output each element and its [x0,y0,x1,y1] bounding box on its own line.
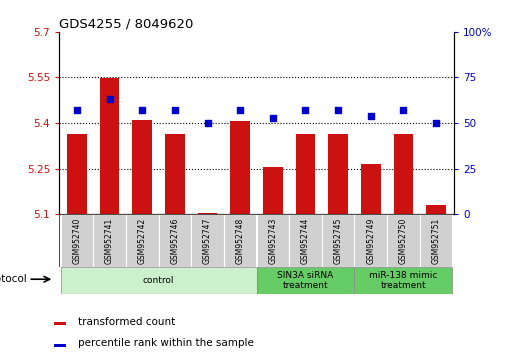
Bar [93,214,126,267]
Point [334,107,342,113]
Bar [361,164,381,214]
Bar [198,213,218,214]
Bar [295,134,315,214]
Text: GSM952749: GSM952749 [366,217,375,264]
Bar [159,214,191,267]
Text: GSM952740: GSM952740 [72,217,82,264]
Text: GSM952743: GSM952743 [268,217,278,264]
Bar [328,134,348,214]
Text: percentile rank within the sample: percentile rank within the sample [78,338,254,348]
Bar [61,214,93,267]
Bar [230,121,250,214]
Bar [354,214,387,267]
Point [301,107,309,113]
Bar [393,134,413,214]
Bar [54,344,66,347]
Point [73,107,81,113]
Text: GSM952741: GSM952741 [105,218,114,264]
Text: GSM952751: GSM952751 [431,218,441,264]
Bar [387,214,420,267]
Point [269,115,277,120]
Text: GSM952746: GSM952746 [170,217,180,264]
Bar [67,134,87,214]
Bar [322,214,354,267]
Bar [54,322,66,325]
Point [204,120,212,126]
Text: GSM952748: GSM952748 [235,218,245,264]
Point [432,120,440,126]
Text: GSM952745: GSM952745 [333,217,343,264]
Bar [126,214,159,267]
Text: GSM952750: GSM952750 [399,217,408,264]
Bar [426,205,446,214]
Bar [256,214,289,267]
Point [106,97,114,102]
Point [236,107,244,113]
Text: GSM952747: GSM952747 [203,217,212,264]
Bar [191,214,224,267]
Text: GSM952742: GSM952742 [138,218,147,264]
Point [138,107,146,113]
Bar [289,214,322,267]
Bar [165,134,185,214]
Text: GSM952744: GSM952744 [301,217,310,264]
Text: protocol: protocol [0,274,27,284]
Text: SIN3A siRNA
treatment: SIN3A siRNA treatment [278,271,333,290]
Bar [61,267,256,294]
Point [171,107,179,113]
Bar [420,214,452,267]
Text: GDS4255 / 8049620: GDS4255 / 8049620 [59,18,193,31]
Bar [263,167,283,214]
Bar [224,214,256,267]
Text: control: control [143,276,174,285]
Point [367,113,375,119]
Bar [354,267,452,294]
Bar [256,267,354,294]
Text: transformed count: transformed count [78,317,175,327]
Bar [132,120,152,214]
Bar [100,78,120,214]
Text: miR-138 mimic
treatment: miR-138 mimic treatment [369,271,438,290]
Point [399,107,407,113]
